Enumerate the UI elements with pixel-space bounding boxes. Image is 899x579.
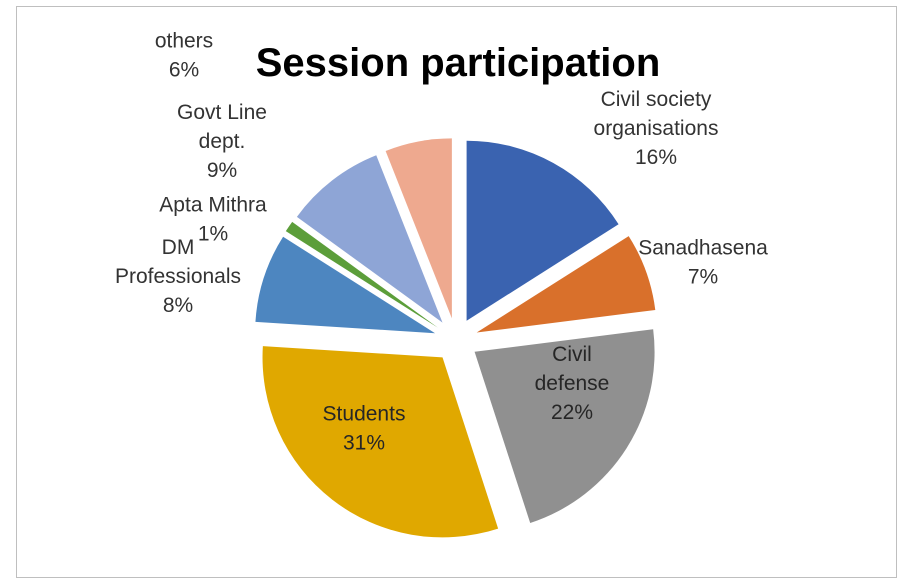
slice-label: Students 31% xyxy=(323,403,406,455)
pie-slice-others xyxy=(385,138,452,319)
pie-slice-dm-professionals xyxy=(255,236,436,334)
slice-percent: 16% xyxy=(635,146,677,169)
slice-name: Civil society xyxy=(601,88,712,111)
slice-name: Apta Mithra xyxy=(159,194,267,217)
slice-label: Civil defense 22% xyxy=(535,343,610,424)
slice-name: Civil xyxy=(552,343,592,366)
pie-slice-civil-society-organisations xyxy=(466,140,619,321)
slice-label: Apta Mithra 1% xyxy=(159,194,267,246)
pie-labels: Civil society organisations 16% Sanadhasena… xyxy=(115,30,768,455)
slice-name: Students xyxy=(323,403,406,426)
slice-percent: 7% xyxy=(688,266,718,289)
pie-slice-students xyxy=(262,346,499,538)
slice-name: Sanadhasena xyxy=(638,237,768,260)
pie-slice-apta-mithra xyxy=(285,221,438,328)
pie-slices xyxy=(255,138,656,538)
slice-name: organisations xyxy=(594,117,719,140)
slice-label: others 6% xyxy=(155,30,213,82)
slice-percent: 9% xyxy=(207,159,237,182)
slice-name: dept. xyxy=(199,130,246,153)
slice-name: Professionals xyxy=(115,265,241,288)
slice-label: Civil society organisations 16% xyxy=(594,88,719,169)
pie-slice-sanadhasena xyxy=(476,236,656,333)
slice-percent: 31% xyxy=(343,432,385,455)
slice-label: Govt Line dept. 9% xyxy=(177,101,267,182)
pie-slice-govt-line-dept xyxy=(296,155,443,323)
slice-name: Govt Line xyxy=(177,101,267,124)
slice-name: others xyxy=(155,30,213,53)
pie-slice-civil-defense xyxy=(474,329,655,523)
slice-percent: 8% xyxy=(163,294,193,317)
slice-name: DM xyxy=(162,236,195,259)
chart-title: Session participation xyxy=(256,41,661,85)
slice-percent: 22% xyxy=(551,401,593,424)
slice-label: Sanadhasena 7% xyxy=(638,237,768,289)
slice-percent: 1% xyxy=(198,223,228,246)
slice-label: DM Professionals 8% xyxy=(115,236,241,317)
slice-name: defense xyxy=(535,372,610,395)
slice-percent: 6% xyxy=(169,59,199,82)
